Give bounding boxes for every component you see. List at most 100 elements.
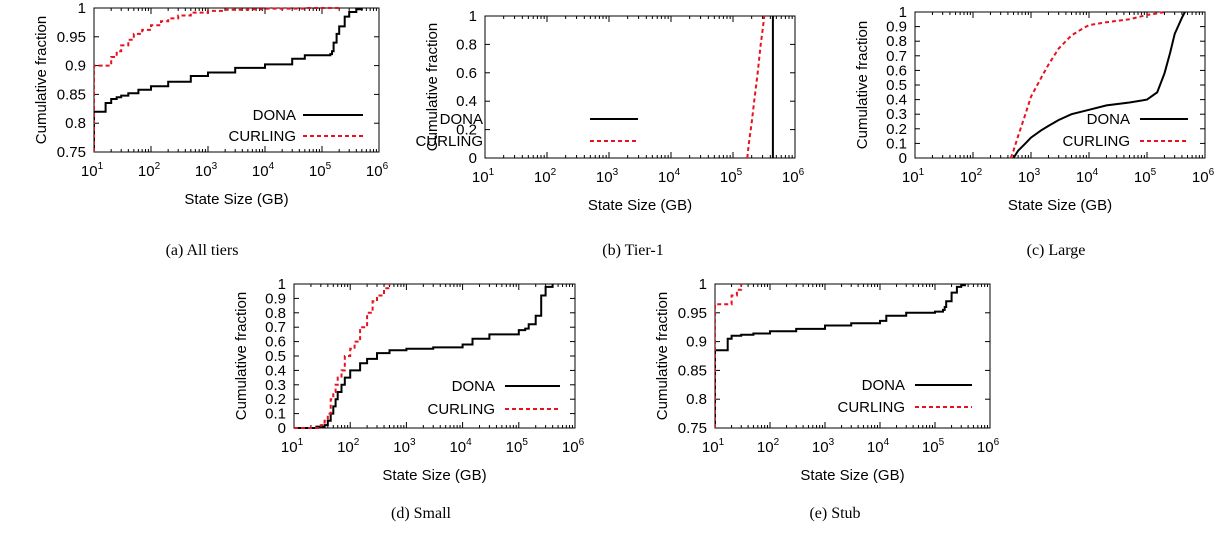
y-axis-label: Cumulative fraction (233, 292, 250, 420)
x-tick-label: 105 (922, 437, 945, 456)
x-tick-label: 104 (658, 167, 681, 186)
y-tick-label: 1 (699, 276, 707, 293)
y-tick-label: 0.2 (265, 391, 286, 408)
chart-a: 0.75 0.8 0.85 0.9 0.95 1 101 102 103 104 105 106 Sta… (33, 0, 389, 259)
y-tick-label: 0.85 (57, 86, 86, 103)
series-line-dona (94, 8, 363, 152)
y-tick-label: 0.6 (456, 65, 477, 82)
y-tick-label: 0.3 (265, 377, 286, 394)
series-line-curling (294, 284, 391, 429)
y-tick-label: 0.4 (456, 93, 477, 110)
y-tick-label: 1 (78, 0, 86, 17)
series-line-dona (1012, 11, 1186, 159)
chart-b: 0 0.2 0.4 0.6 0.8 1 101 102 103 104 105 106 State Si… (415, 8, 804, 259)
x-tick-label: 104 (449, 437, 472, 456)
y-tick-label: 1 (899, 4, 907, 21)
y-tick-label: 0.4 (886, 92, 907, 109)
y-tick-label: 0.8 (456, 36, 477, 53)
x-tick-label: 105 (309, 161, 332, 180)
x-tick-label: 106 (366, 161, 389, 180)
y-tick-label: 0.7 (886, 48, 907, 65)
x-tick-label: 105 (1134, 167, 1157, 186)
legend-label-dona: DONA (452, 378, 495, 395)
x-tick-label: 103 (393, 437, 416, 456)
series-line-dona (294, 284, 554, 429)
y-tick-label: 0.8 (265, 305, 286, 322)
y-tick-label: 0.6 (265, 334, 286, 351)
x-tick-label: 104 (1076, 167, 1099, 186)
legend-label-curling: CURLING (837, 399, 905, 416)
x-tick-label: 103 (195, 161, 218, 180)
x-axis-label: State Size (GB) (1008, 197, 1112, 214)
y-tick-label: 0.95 (678, 305, 707, 322)
x-tick-label: 101 (81, 161, 104, 180)
x-tick-label: 102 (337, 437, 360, 456)
x-tick-label: 101 (281, 437, 304, 456)
x-tick-label: 101 (702, 437, 725, 456)
y-tick-label: 0 (469, 150, 477, 167)
y-tick-label: 1 (278, 276, 286, 293)
chart-d: 00.10.20.30.40.50.60.70.80.91 101 102 103 10… (233, 276, 585, 522)
y-tick-label: 0.5 (265, 348, 286, 365)
x-tick-label: 106 (1192, 167, 1215, 186)
legend-label-curling: CURLING (228, 128, 296, 145)
x-axis-label: State Size (GB) (184, 191, 288, 208)
y-tick-label: 0.8 (65, 115, 86, 132)
chart-e: 0.75 0.8 0.85 0.9 0.95 1 101 102 103 104 105 106 Sta… (654, 276, 1000, 522)
y-tick-label: 0.75 (57, 144, 86, 161)
x-tick-label: 103 (1018, 167, 1041, 186)
legend: DONA CURLING (1062, 111, 1188, 150)
legend-label-curling: CURLING (1062, 133, 1130, 150)
x-tick-label: 103 (812, 437, 835, 456)
x-tick-label: 102 (138, 161, 161, 180)
x-tick-label: 105 (720, 167, 743, 186)
x-tick-label: 102 (960, 167, 983, 186)
legend-label-dona: DONA (862, 377, 905, 394)
caption: (d) Small (391, 505, 452, 522)
y-tick-label: 0.85 (678, 362, 707, 379)
y-tick-label: 0.8 (686, 391, 707, 408)
x-axis-label: State Size (GB) (588, 197, 692, 214)
legend-label-dona: DONA (253, 107, 296, 124)
y-tick-label: 0.9 (65, 58, 86, 75)
series-line-curling (94, 7, 340, 152)
y-tick-label: 0.1 (886, 135, 907, 152)
y-tick-label: 0.8 (886, 33, 907, 50)
legend-label-dona: DONA (440, 111, 483, 128)
y-axis-label: Cumulative fraction (654, 292, 671, 420)
y-axis-label: Cumulative fraction (33, 16, 50, 144)
y-tick-label: 0 (278, 420, 286, 437)
series-line-dona (715, 284, 966, 428)
legend-label-dona: DONA (1087, 111, 1130, 128)
y-tick-label: 0.5 (886, 77, 907, 94)
y-tick-label: 1 (469, 8, 477, 25)
y-tick-label: 0.95 (57, 29, 86, 46)
x-tick-label: 101 (902, 167, 925, 186)
caption: (c) Large (1027, 242, 1086, 259)
series-line-curling (746, 15, 766, 159)
x-axis-label: State Size (GB) (800, 467, 904, 484)
chart-c: 00.10.20.30.40.50.60.70.80.91 101 102 103 10… (854, 4, 1215, 259)
y-tick-label: 0.2 (886, 121, 907, 138)
x-tick-label: 106 (977, 437, 1000, 456)
series-line-curling (1009, 11, 1165, 159)
y-tick-label: 0.7 (265, 319, 286, 336)
y-tick-label: 0.1 (265, 406, 286, 423)
y-axis-label: Cumulative fraction (424, 23, 441, 151)
legend-label-curling: CURLING (415, 133, 483, 150)
caption: (a) All tiers (166, 242, 239, 259)
x-tick-label: 106 (782, 167, 805, 186)
y-tick-label: 0.9 (886, 19, 907, 36)
x-tick-label: 102 (757, 437, 780, 456)
legend: DONA CURLING (427, 378, 560, 418)
y-tick-label: 0.3 (886, 106, 907, 123)
x-tick-label: 105 (506, 437, 529, 456)
plot-frame (484, 15, 796, 159)
x-tick-label: 106 (562, 437, 585, 456)
x-tick-label: 102 (534, 167, 557, 186)
y-axis-label: Cumulative fraction (854, 21, 871, 149)
x-tick-label: 103 (596, 167, 619, 186)
legend-label-curling: CURLING (427, 401, 495, 418)
y-tick-label: 0.75 (678, 420, 707, 437)
